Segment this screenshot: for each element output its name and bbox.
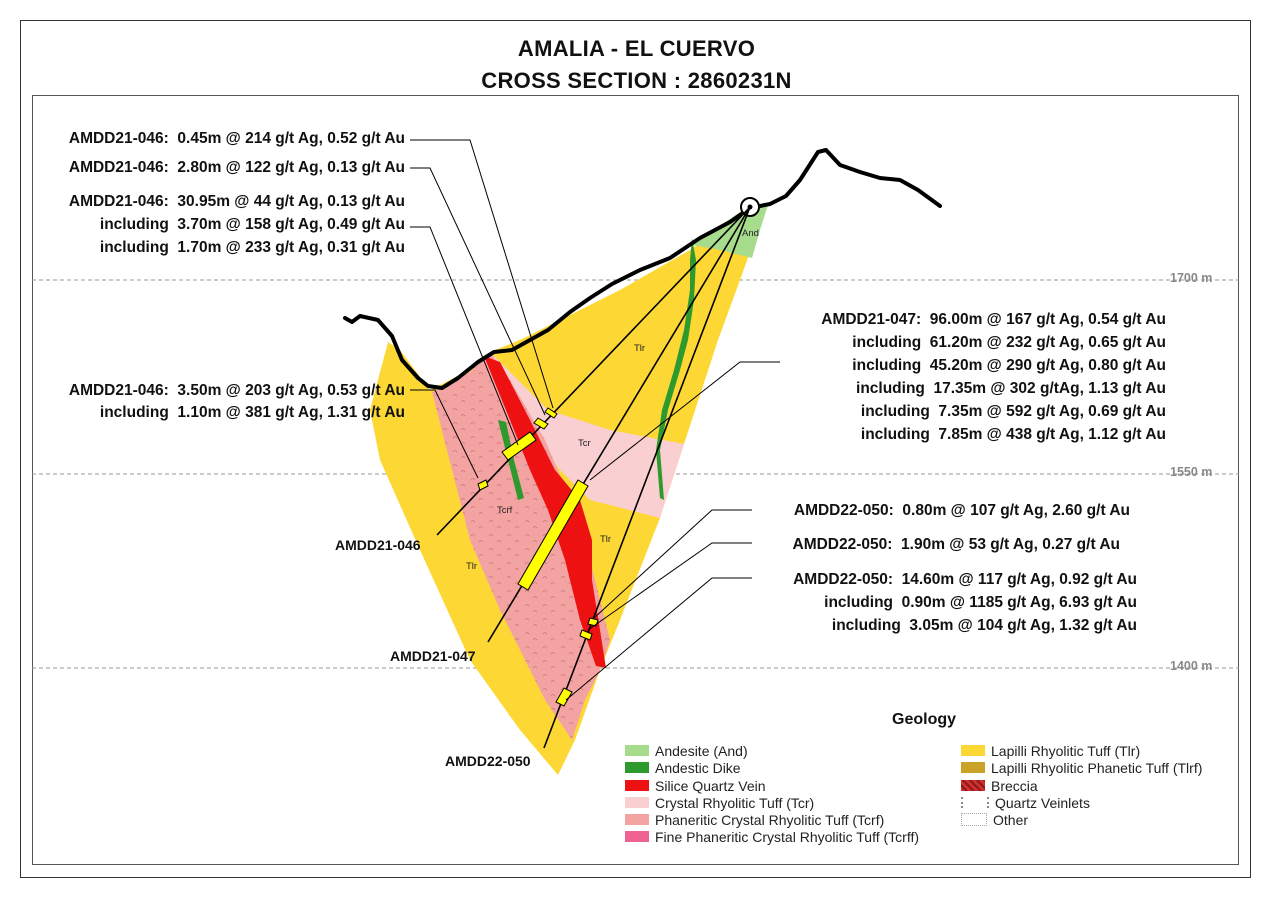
section-panel [32,95,1239,865]
legend-item: Fine Phaneritic Crystal Rhyolitic Tuff (… [625,828,919,845]
intercept-bars [477,407,599,707]
legend-label: Andesite (And) [655,742,748,759]
legend-item: Other [961,811,1028,828]
leader-lines [410,139,780,701]
unit-tcr [490,352,684,518]
legend-swatch [625,814,649,825]
legend-swatch [625,762,649,773]
legend-swatch [961,797,989,808]
legend-item: Silice Quartz Vein [625,777,766,794]
legend-swatch [961,745,985,756]
figure-frame [20,20,1251,878]
legend-title: Geology [892,711,957,728]
legend-item: Andesite (And) [625,742,748,759]
unit-andesite [692,205,768,258]
topography-line [343,148,942,390]
legend-label: Lapilli Rhyolitic Phanetic Tuff (Tlrf) [991,759,1203,776]
elevation-label-1400: 1400 m [1170,659,1213,673]
unit-quartz-vein [484,356,606,668]
legend-label: Quartz Veinlets [995,794,1090,811]
legend-label: Other [993,811,1029,828]
legend-label: Fine Phaneritic Crystal Rhyolitic Tuff (… [655,828,920,845]
intercept-label-050-a: AMDD22-050: 0.80m @ 107 g/t Ag, 2.60 g/t… [793,502,1130,519]
legend-swatch [961,762,985,773]
hole-amdd21-046 [436,206,751,536]
legend-item: Phaneritic Crystal Rhyolitic Tuff (Tcrf) [625,811,884,828]
legend-label: Phaneritic Crystal Rhyolitic Tuff (Tcrf) [655,811,885,828]
intercept-label-046-c: AMDD21-046: 30.95m @ 44 g/t Ag, 0.13 g/t… [68,193,405,256]
unit-dike-1 [656,238,696,500]
unit-label-and: And [742,228,759,239]
legend-label: Breccia [991,777,1038,794]
unit-label-tlr-lower: Tlr [466,561,478,572]
intercept-label-050-c: AMDD22-050: 14.60m @ 117 g/t Ag, 0.92 g/… [793,571,1137,634]
legend-swatch [625,745,649,756]
intercept-label-046-b: AMDD21-046: 2.80m @ 122 g/t Ag, 0.13 g/t… [68,159,405,176]
intercept-label-050-b: AMDD22-050: 1.90m @ 53 g/t Ag, 0.27 g/t … [792,536,1121,553]
elevation-label-1550: 1550 m [1170,465,1213,479]
legend-item: Lapilli Rhyolitic Tuff (Tlr) [961,742,1140,759]
unit-dike-2 [498,420,524,500]
legend-label: Andestic Dike [655,759,741,776]
legend-item: Crystal Rhyolitic Tuff (Tcr) [625,794,814,811]
elevation-label-1700: 1700 m [1170,271,1213,285]
figure-title: AMALIA - EL CUERVO [517,36,756,61]
hole-label-046: AMDD21-046 [335,537,421,553]
intercept-label-046-d: AMDD21-046: 3.50m @ 203 g/t Ag, 0.53 g/t… [68,382,405,421]
unit-label-tlr-mid: Tlr [600,534,612,545]
legend-label: Crystal Rhyolitic Tuff (Tcr) [655,794,815,811]
legend-swatch [961,780,985,791]
legend-swatch [625,797,649,808]
legend-item: Quartz Veinlets [961,794,1090,811]
hole-amdd22-050 [543,206,751,749]
unit-label-tcrf: Tcrf [497,505,513,516]
legend-swatch [961,813,987,826]
intercept-label-046-a: AMDD21-046: 0.45m @ 214 g/t Ag, 0.52 g/t… [68,130,405,147]
legend-item: Lapilli Rhyolitic Phanetic Tuff (Tlrf) [961,759,1202,776]
legend-swatch [625,831,649,842]
legend-item: Breccia [961,777,1038,794]
unit-label-tlr-upper: Tlr [634,343,646,354]
legend-label: Silice Quartz Vein [655,777,766,794]
figure-subtitle: CROSS SECTION : 2860231N [481,68,792,93]
legend-label: Lapilli Rhyolitic Tuff (Tlr) [991,742,1141,759]
hole-label-050: AMDD22-050 [445,753,531,769]
unit-label-tcr: Tcr [578,438,591,449]
legend-item: Andestic Dike [625,759,741,776]
hole-label-047: AMDD21-047 [390,648,476,664]
legend-swatch [625,780,649,791]
geology-body [370,205,768,775]
intercept-label-047: AMDD21-047: 96.00m @ 167 g/t Ag, 0.54 g/… [821,311,1166,443]
